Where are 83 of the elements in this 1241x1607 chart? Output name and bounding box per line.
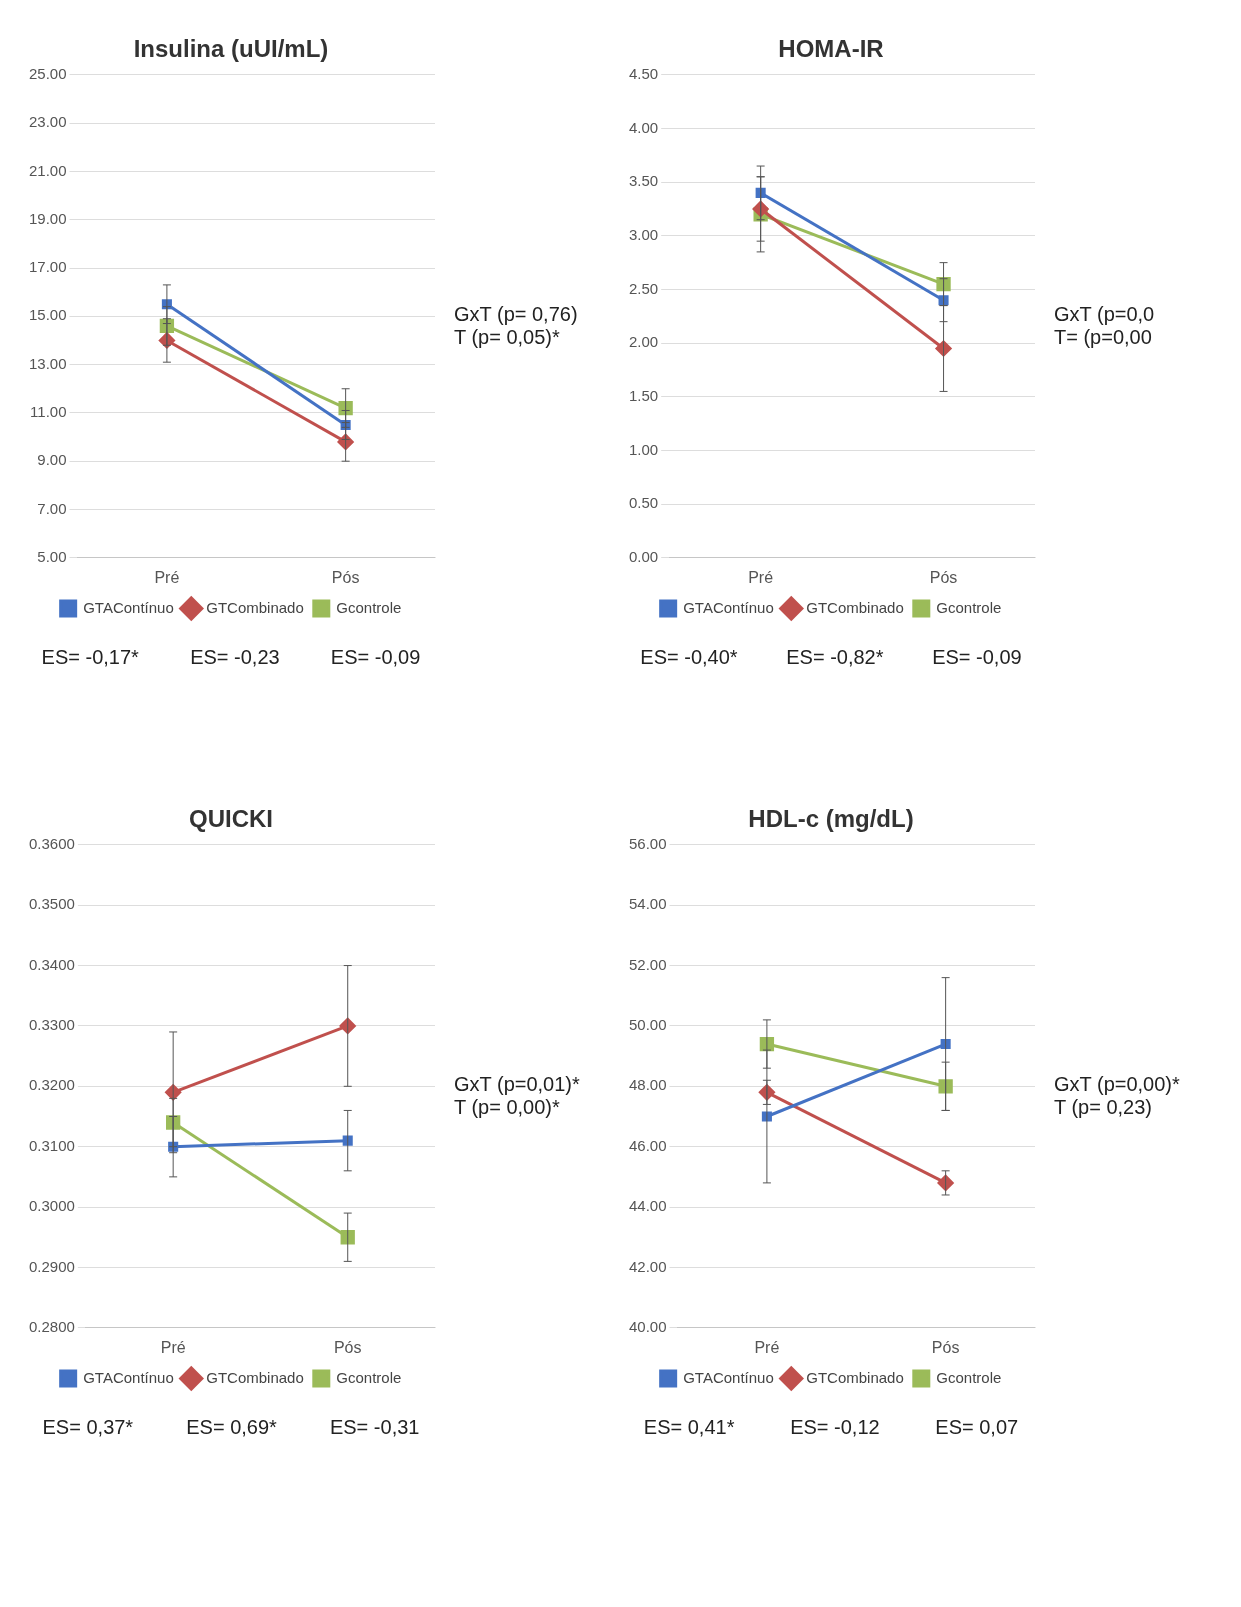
y-tick-label: 9.00 <box>37 451 67 469</box>
y-tick-label: 7.00 <box>37 499 67 517</box>
x-tick-label: Pós <box>929 568 958 586</box>
text: ES= -0,09 <box>330 646 421 669</box>
text: ES= -0,40* <box>640 646 738 669</box>
y-tick-label: 0.3400 <box>28 955 75 973</box>
x-tick-label: Pré <box>754 1338 780 1356</box>
chart-title: HDL-c (mg/dL) <box>748 805 914 833</box>
y-tick-label: 0.3000 <box>28 1197 75 1215</box>
text: GxT (p=0,01)* <box>454 1073 581 1096</box>
text: T= (p=0,00 <box>1054 326 1153 349</box>
legend-label: GTCombinado <box>806 598 904 616</box>
y-tick-label: 56.00 <box>628 834 667 852</box>
y-tick-label: 0.2800 <box>28 1317 75 1335</box>
y-tick-label: 0.3600 <box>28 834 75 852</box>
text: ES= 0,07 <box>935 1416 1019 1439</box>
legend-label: Gcontrole <box>936 598 1002 616</box>
legend-label: Gcontrole <box>336 598 402 616</box>
y-tick-label: 4.50 <box>628 64 659 82</box>
x-tick-label: Pré <box>748 568 774 586</box>
y-tick-label: 46.00 <box>628 1136 667 1154</box>
chart-title: HOMA-IR <box>778 35 884 63</box>
text: GxT (p=0,0 <box>1054 303 1156 326</box>
text: ES= -0,82* <box>786 646 884 669</box>
legend-label: Gcontrole <box>936 1368 1002 1386</box>
y-tick-label: 19.00 <box>28 209 67 227</box>
y-tick-label: 0.3500 <box>28 895 75 913</box>
text: ES= -0,23 <box>190 646 280 669</box>
text: T (p= 0,00)* <box>454 1096 561 1119</box>
y-tick-label: 0.00 <box>628 547 659 565</box>
text: ES= -0,17* <box>41 646 139 669</box>
text: ES= 0,37* <box>42 1416 134 1439</box>
y-tick-label: 40.00 <box>628 1317 667 1335</box>
y-tick-label: 11.00 <box>30 403 67 421</box>
legend-label: GTAContínuo <box>83 598 174 616</box>
y-tick-label: 3.00 <box>628 225 659 243</box>
y-tick-label: 42.00 <box>628 1257 667 1275</box>
legend-label: Gcontrole <box>336 1368 402 1386</box>
text: GxT (p= 0,76) <box>454 303 579 326</box>
y-tick-label: 5.00 <box>37 547 67 565</box>
y-tick-label: 0.2900 <box>28 1257 75 1275</box>
chart-title: QUICKI <box>189 805 273 833</box>
text: ES= 0,69* <box>186 1416 277 1439</box>
y-tick-label: 23.00 <box>28 113 67 131</box>
y-tick-label: 0.50 <box>628 494 659 512</box>
x-tick-label: Pós <box>333 1338 362 1356</box>
x-tick-label: Pré <box>154 568 180 586</box>
y-tick-label: 3.50 <box>628 172 659 190</box>
y-tick-label: 4.00 <box>628 118 659 136</box>
x-tick-label: Pós <box>331 568 360 586</box>
text: ES= -0,09 <box>932 646 1022 669</box>
legend-label: GTCombinado <box>206 598 304 616</box>
y-tick-label: 25.00 <box>28 64 67 82</box>
text: ES= 0,41* <box>643 1416 735 1439</box>
chart-title: Insulina (uUI/mL) <box>133 35 329 63</box>
y-tick-label: 1.50 <box>628 386 659 404</box>
legend-label: GTCombinado <box>206 1368 304 1386</box>
y-tick-label: 44.00 <box>628 1197 667 1215</box>
text: T (p= 0,23) <box>1054 1096 1154 1119</box>
legend-label: GTAContínuo <box>683 1368 774 1386</box>
legend-label: GTCombinado <box>806 1368 904 1386</box>
y-tick-label: 2.00 <box>628 333 659 351</box>
text: ES= -0,31 <box>329 1416 420 1439</box>
text: GxT (p=0,00)* <box>1054 1073 1181 1096</box>
y-tick-label: 13.00 <box>28 354 67 372</box>
y-tick-label: 48.00 <box>628 1076 667 1094</box>
x-tick-label: Pós <box>931 1338 960 1356</box>
y-tick-label: 1.00 <box>628 440 659 458</box>
y-tick-label: 2.50 <box>628 279 659 297</box>
y-tick-label: 52.00 <box>628 955 667 973</box>
y-tick-label: 50.00 <box>628 1016 667 1034</box>
y-tick-label: 0.3300 <box>28 1016 75 1034</box>
y-tick-label: 15.00 <box>28 306 67 324</box>
text: T (p= 0,05)* <box>454 326 561 349</box>
x-tick-label: Pré <box>160 1338 186 1356</box>
legend-label: GTAContínuo <box>83 1368 174 1386</box>
legend-label: GTAContínuo <box>683 598 774 616</box>
y-tick-label: 0.3200 <box>28 1076 75 1094</box>
y-tick-label: 17.00 <box>28 258 67 276</box>
y-tick-label: 21.00 <box>28 161 67 179</box>
y-tick-label: 54.00 <box>628 895 667 913</box>
text: ES= -0,12 <box>790 1416 880 1439</box>
y-tick-label: 0.3100 <box>28 1136 75 1154</box>
